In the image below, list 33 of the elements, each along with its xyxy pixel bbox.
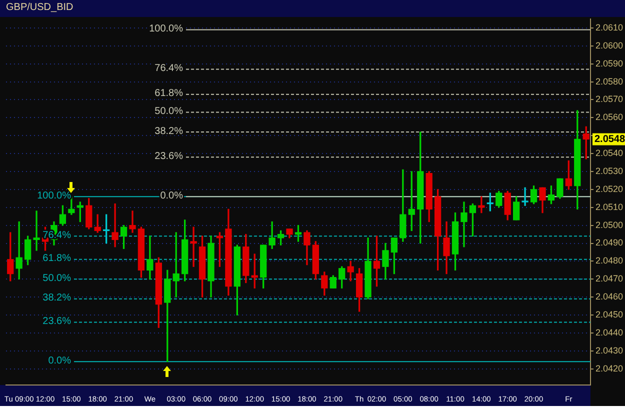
annotation: 0.0% bbox=[48, 355, 72, 366]
y-tick-label: 2.0580 bbox=[595, 76, 624, 86]
annotation: 2.0548 bbox=[594, 134, 625, 145]
annotation: 50.0% bbox=[42, 272, 72, 284]
annotation: 23.6% bbox=[154, 150, 184, 162]
annotation: 100.0% bbox=[37, 190, 72, 202]
chart-title: GBP/USD_BID bbox=[6, 2, 74, 13]
y-tick-label: 2.0430 bbox=[595, 345, 624, 356]
y-tick-label: 2.0450 bbox=[595, 310, 624, 320]
y-tick-label: 2.0490 bbox=[595, 238, 624, 248]
y-tick-label: 2.0530 bbox=[595, 166, 624, 176]
y-tick-label: 2.0440 bbox=[595, 327, 624, 338]
y-tick-label: 2.0540 bbox=[595, 148, 624, 158]
annotation: 100.0% bbox=[149, 24, 184, 35]
y-tick-label: 2.0480 bbox=[595, 256, 624, 266]
y-tick-label: 2.0510 bbox=[595, 202, 624, 212]
y-tick-label: 2.0590 bbox=[595, 58, 624, 68]
annotation: 61.8% bbox=[154, 88, 184, 100]
annotation: 38.2% bbox=[42, 292, 72, 304]
y-tick-label: 2.0520 bbox=[595, 184, 624, 194]
annotation: 38.2% bbox=[154, 126, 184, 137]
y-tick-label: 2.0420 bbox=[595, 363, 624, 374]
y-tick-label: 2.0470 bbox=[595, 274, 624, 284]
annotation: 23.6% bbox=[42, 316, 72, 327]
y-tick-label: 2.0570 bbox=[595, 94, 624, 104]
annotation: 50.0% bbox=[154, 106, 184, 118]
annotation: 76.4% bbox=[154, 62, 184, 74]
y-tick-label: 2.0610 bbox=[595, 22, 624, 32]
annotation: 61.8% bbox=[42, 253, 72, 264]
y-tick-label: 2.0500 bbox=[595, 220, 624, 230]
y-tick-label: 2.0600 bbox=[595, 40, 624, 50]
y-tick-label: 2.0460 bbox=[595, 292, 624, 302]
y-tick-label: 2.0560 bbox=[595, 112, 624, 122]
